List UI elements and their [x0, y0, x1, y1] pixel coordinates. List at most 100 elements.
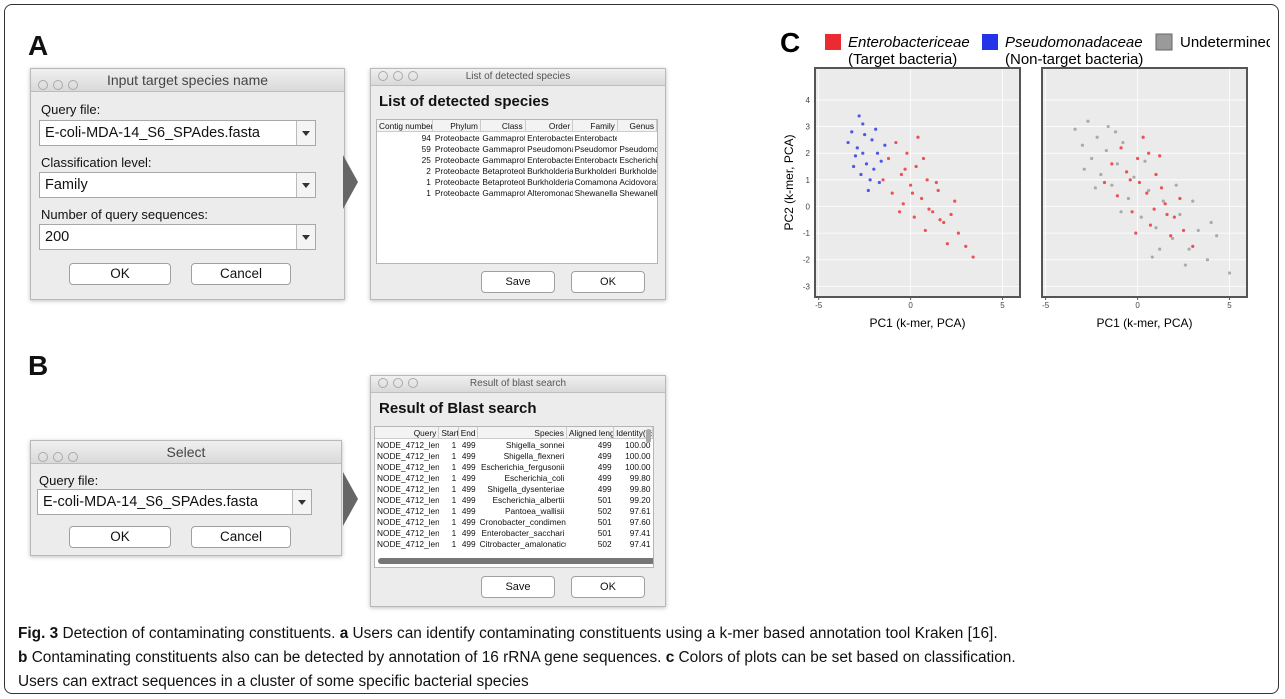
dropdown-button[interactable] — [296, 173, 315, 197]
scatter-point — [949, 213, 952, 216]
scatter-point — [887, 157, 890, 160]
scatter-point — [1191, 245, 1194, 248]
scatter-point — [1105, 149, 1108, 152]
scatter-point — [1121, 141, 1124, 144]
scatter-point — [942, 221, 945, 224]
scatter-point — [883, 144, 886, 147]
result-dialog: Result of blast search Result of Blast s… — [370, 375, 666, 607]
plot-background — [1042, 68, 1247, 297]
table-cell: 1 — [439, 472, 458, 483]
dialog-title: List of detected species — [466, 71, 571, 82]
table-cell: 502 — [566, 538, 613, 549]
scatter-point — [867, 189, 870, 192]
x-tick-label: 0 — [908, 301, 913, 310]
table-cell: Proteobacteria — [433, 187, 481, 198]
table-cell: Enterobacteri... — [573, 154, 618, 165]
ok-button[interactable]: OK — [69, 263, 171, 285]
table-cell: 97.41 — [614, 538, 653, 549]
scatter-point — [937, 189, 940, 192]
dropdown-button[interactable] — [296, 121, 315, 145]
table-row: NODE_4712_length ...1499Cronobacter_cond… — [375, 516, 653, 527]
table-row: 94ProteobacteriaGammaprote...Enterobacte… — [377, 132, 657, 144]
caption-title: Detection of contaminating constituents. — [62, 625, 335, 642]
scatter-point — [1187, 247, 1190, 250]
cancel-button[interactable]: Cancel — [191, 526, 291, 548]
figure-caption: Fig. 3 Detection of contaminating consti… — [18, 622, 1273, 694]
x-tick-label: -5 — [1042, 301, 1050, 310]
combo-box[interactable]: 200 — [39, 224, 316, 250]
table-cell: NODE_4712_length ... — [375, 538, 439, 549]
results-table: QueryStartEnd ‡SpeciesAligned lengthIden… — [375, 427, 653, 549]
table-cell: 499 — [458, 494, 477, 505]
table-cell: Gammaprote... — [480, 132, 525, 144]
table-cell: 1 — [439, 516, 458, 527]
scatter-point — [931, 210, 934, 213]
caption-letter: b — [18, 649, 27, 666]
table-cell: Cronobacter_condimenti — [478, 516, 567, 527]
table-cell: 1 — [439, 483, 458, 494]
x-tick-label: 5 — [1227, 301, 1232, 310]
window-controls — [378, 378, 423, 394]
table-cell: 499 — [458, 450, 477, 461]
table-cell: 499 — [458, 461, 477, 472]
scatter-point — [1119, 146, 1122, 149]
scatter-point — [880, 160, 883, 163]
scatter-point — [1191, 200, 1194, 203]
scatter-point — [1145, 192, 1148, 195]
save-button[interactable]: Save — [481, 271, 555, 293]
column-header: Contig number — [377, 120, 433, 132]
y-tick-label: 2 — [806, 149, 811, 158]
dropdown-button[interactable] — [292, 490, 311, 514]
field-label: Number of query sequences: — [41, 207, 208, 222]
scatter-point — [861, 152, 864, 155]
scatter-point — [900, 173, 903, 176]
table-cell: Shewanella — [617, 187, 656, 198]
dropdown-button[interactable] — [296, 225, 315, 249]
combo-box[interactable]: Family — [39, 172, 316, 198]
table-cell: Acidovorax — [617, 176, 656, 187]
combo-box[interactable]: E-coli-MDA-14_S6_SPAdes.fasta — [39, 120, 316, 146]
scatter-point — [846, 141, 849, 144]
table-cell: Proteobacteria — [433, 154, 481, 165]
table-cell: 100.00 — [614, 461, 653, 472]
table-cell: Pseudomona... — [573, 143, 618, 154]
scatter-point — [902, 202, 905, 205]
scatter-point — [1158, 154, 1161, 157]
save-button[interactable]: Save — [481, 576, 555, 598]
figure: A Input target species name Query file: … — [0, 0, 1285, 699]
cancel-button[interactable]: Cancel — [191, 263, 291, 285]
table-cell: 1 — [439, 439, 458, 451]
scatter-point — [1175, 184, 1178, 187]
dialog-title: Input target species name — [107, 72, 268, 88]
caption-letter: c — [666, 649, 675, 666]
table-cell: 499 — [458, 505, 477, 516]
scrollbar[interactable] — [378, 558, 654, 564]
ok-button[interactable]: OK — [571, 576, 645, 598]
ok-button[interactable]: OK — [69, 526, 171, 548]
table-cell: 499 — [566, 483, 613, 494]
panel-c: C Enterobactericeae (Target bacteria) Ps… — [780, 27, 1270, 330]
combo-value: E-coli-MDA-14_S6_SPAdes.fasta — [43, 494, 258, 510]
y-tick-label: -1 — [803, 229, 811, 238]
scatter-point — [1138, 181, 1141, 184]
scatter-point — [1165, 213, 1168, 216]
table-cell: NODE_4712_length ... — [375, 483, 439, 494]
title-bar: Result of blast search — [371, 376, 665, 393]
table-cell: 97.61 — [614, 505, 653, 516]
scatter-point — [926, 178, 929, 181]
ok-button[interactable]: OK — [571, 271, 645, 293]
table-cell: 499 — [458, 516, 477, 527]
combo-value: Family — [45, 177, 88, 193]
combo-box[interactable]: E-coli-MDA-14_S6_SPAdes.fasta — [37, 489, 312, 515]
scatter-point — [1132, 176, 1135, 179]
scatter-point — [957, 231, 960, 234]
legend-label: Pseudomonadaceae — [1005, 34, 1143, 51]
scatter-point — [1116, 162, 1119, 165]
table-row: NODE_4712_length ...1499Shigella_sonnei4… — [375, 439, 653, 451]
table-cell: 100.00 — [614, 450, 653, 461]
scatter-point — [863, 133, 866, 136]
scatter-point — [1178, 197, 1181, 200]
scatter-point — [1182, 229, 1185, 232]
scrollbar[interactable] — [646, 429, 651, 443]
panel-label: B — [28, 350, 48, 382]
